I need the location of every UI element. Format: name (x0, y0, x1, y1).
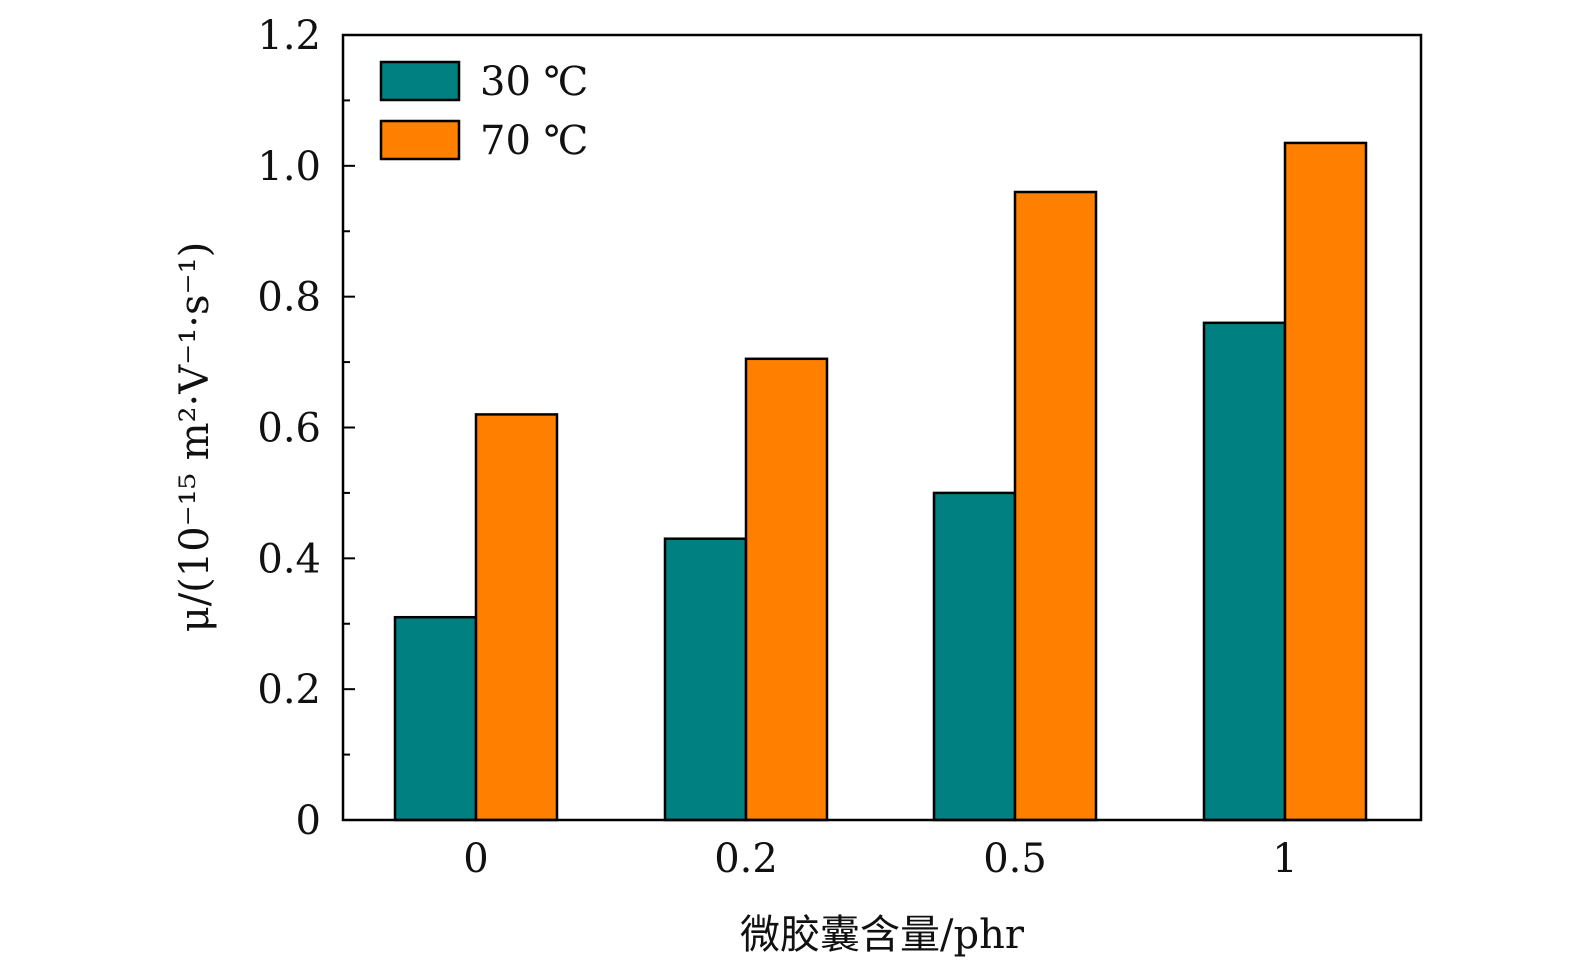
y-tick-label: 1.2 (257, 13, 321, 59)
y-tick-label: 0 (296, 798, 321, 844)
x-tick-label: 0.5 (983, 836, 1047, 882)
y-tick-label: 0.2 (257, 667, 321, 713)
bar-70c-0 (474, 413, 559, 822)
x-tick-label: 1 (1272, 836, 1297, 882)
bar-30c-0.5 (932, 491, 1017, 822)
x-axis-ticks: 0 0.2 0.5 1 (463, 836, 1297, 882)
y-axis-ticks: 0 0.2 0.4 0.6 0.8 1.0 1.2 (257, 13, 355, 844)
bar-70c-0.5 (1013, 190, 1098, 822)
y-axis-title: μ/(10⁻¹⁵ m²·V⁻¹·s⁻¹) (172, 242, 218, 633)
legend-swatch-30c (379, 60, 461, 102)
x-tick-label: 0 (463, 836, 488, 882)
legend-label-70c: 70 ℃ (480, 118, 588, 164)
legend-swatch-70c (379, 119, 461, 161)
bar-30c-0 (393, 615, 478, 822)
bar-30c-0.2 (663, 537, 748, 822)
x-tick-label: 0.2 (714, 836, 778, 882)
bars-group (393, 141, 1368, 822)
bar-70c-0.2 (744, 357, 829, 822)
legend: 30 ℃ 70 ℃ (379, 59, 588, 164)
x-axis-title: 微胶囊含量/phr (740, 912, 1025, 958)
y-tick-label: 0.8 (257, 275, 321, 321)
legend-label-30c: 30 ℃ (480, 59, 588, 105)
bar-70c-1 (1283, 141, 1368, 822)
y-tick-label: 1.0 (257, 144, 321, 190)
y-tick-label: 0.6 (257, 406, 321, 452)
bar-30c-1 (1202, 321, 1287, 822)
y-tick-label: 0.4 (257, 536, 321, 582)
